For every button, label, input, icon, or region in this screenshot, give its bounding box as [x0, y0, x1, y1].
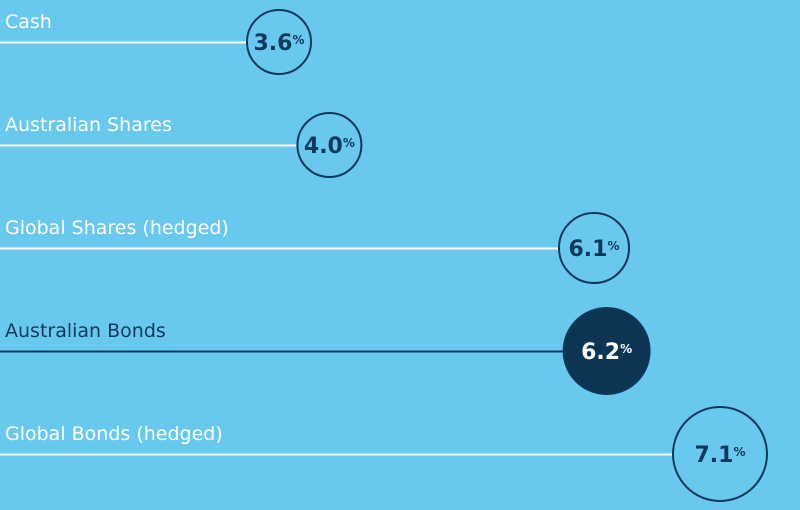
data-label-unit: % [620, 342, 632, 356]
data-label-value: 3.6 [253, 31, 292, 56]
category-label: Australian Bonds [5, 320, 166, 342]
data-label: 6.1% [568, 237, 619, 262]
category-label: Global Bonds (hedged) [5, 423, 223, 445]
value-circle [562, 307, 651, 395]
data-label-unit: % [292, 33, 304, 47]
data-label-value: 6.2 [581, 340, 620, 365]
category-label: Cash [5, 11, 52, 33]
data-label: 6.2% [581, 340, 632, 365]
category-label: Australian Shares [5, 114, 172, 136]
data-label: 7.1% [694, 443, 745, 468]
value-circle [672, 406, 768, 502]
row-cash: Cash 3.6% [0, 9, 312, 75]
category-label: Global Shares (hedged) [5, 217, 229, 239]
data-label-value: 7.1 [694, 443, 733, 468]
row-global-shares-hedged: Global Shares (hedged) 6.1% [0, 212, 630, 284]
data-label-unit: % [607, 239, 619, 253]
value-circle [246, 9, 312, 75]
data-label: 3.6% [253, 31, 304, 56]
data-label-unit: % [733, 445, 745, 459]
value-circle [558, 212, 630, 284]
data-label-value: 6.1 [568, 237, 607, 262]
data-label-value: 4.0 [304, 134, 343, 159]
row-global-bonds-hedged: Global Bonds (hedged) 7.1% [0, 406, 768, 502]
row-australian-shares: Australian Shares 4.0% [0, 112, 363, 178]
data-label-unit: % [343, 136, 355, 150]
row-australian-bonds: Australian Bonds 6.2% [0, 307, 651, 395]
data-label: 4.0% [304, 134, 355, 159]
value-circle [296, 112, 363, 178]
